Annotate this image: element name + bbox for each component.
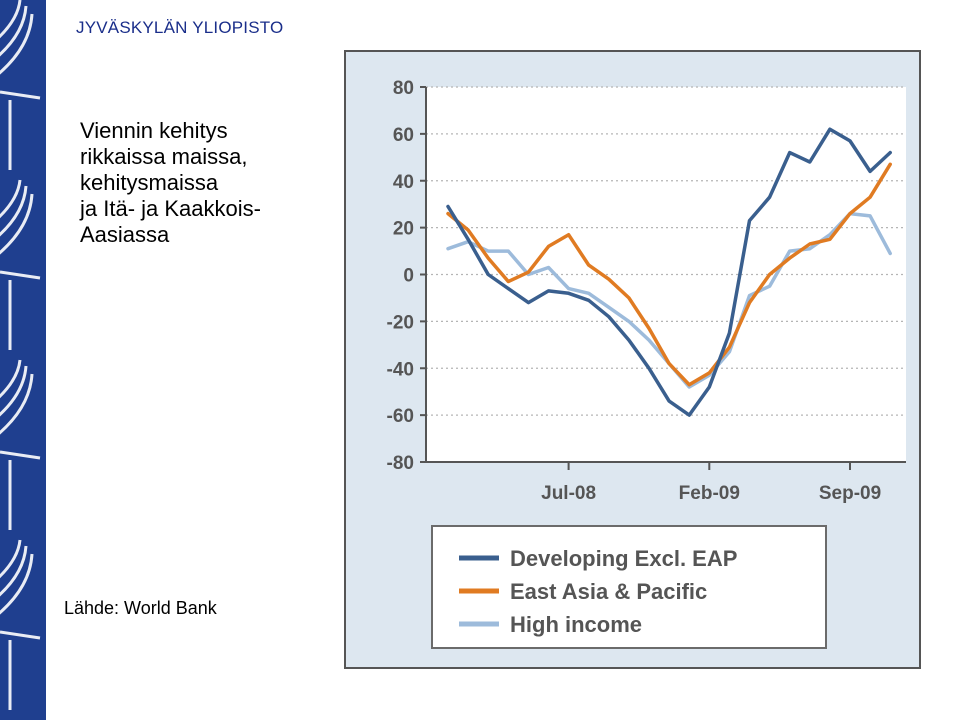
x-tick-label: Feb-09 [679,483,740,504]
series-line [446,162,892,387]
title-line: Aasiassa [80,222,170,247]
legend-label: Developing Excl. EAP [510,546,737,571]
x-tick-label: Sep-09 [819,483,881,504]
title-line: Viennin kehitys [80,118,228,143]
y-tick-label: 80 [393,78,414,99]
chart-panel: 80 60 40 20 0 -20 -40 -60 -80 Jul-08 Feb-09 Sep-09… [344,50,921,669]
y-tick-label: 20 [393,219,414,240]
slide-title: Viennin kehitys rikkaissa maissa, kehity… [80,118,320,248]
export-growth-chart: 80 60 40 20 0 -20 -40 -60 -80 Jul-08 Feb-09 Sep-09… [387,78,906,649]
x-tick-label: Jul-08 [541,483,596,504]
y-tick-label: 60 [393,125,414,146]
title-line: rikkaissa maissa, [80,144,248,169]
y-tick-label: 40 [393,172,414,193]
y-tick-label: -60 [387,406,414,427]
y-tick-label: 0 [403,266,414,287]
university-name: JYVÄSKYLÄN YLIOPISTO [76,18,284,37]
y-tick-label: -40 [387,359,414,380]
y-tick-label: -20 [387,312,414,333]
legend-label: High income [510,612,642,637]
title-line: kehitysmaissa [80,170,219,195]
university-logo-pattern [0,0,41,710]
source-note: Lähde: World Bank [64,598,217,618]
legend-box [431,525,827,649]
legend-label: East Asia & Pacific [510,579,707,604]
sidebar-band [0,0,46,720]
title-line: ja Itä- ja Kaakkois- [80,196,261,221]
series-line [446,127,892,417]
y-tick-label: -80 [387,453,414,474]
